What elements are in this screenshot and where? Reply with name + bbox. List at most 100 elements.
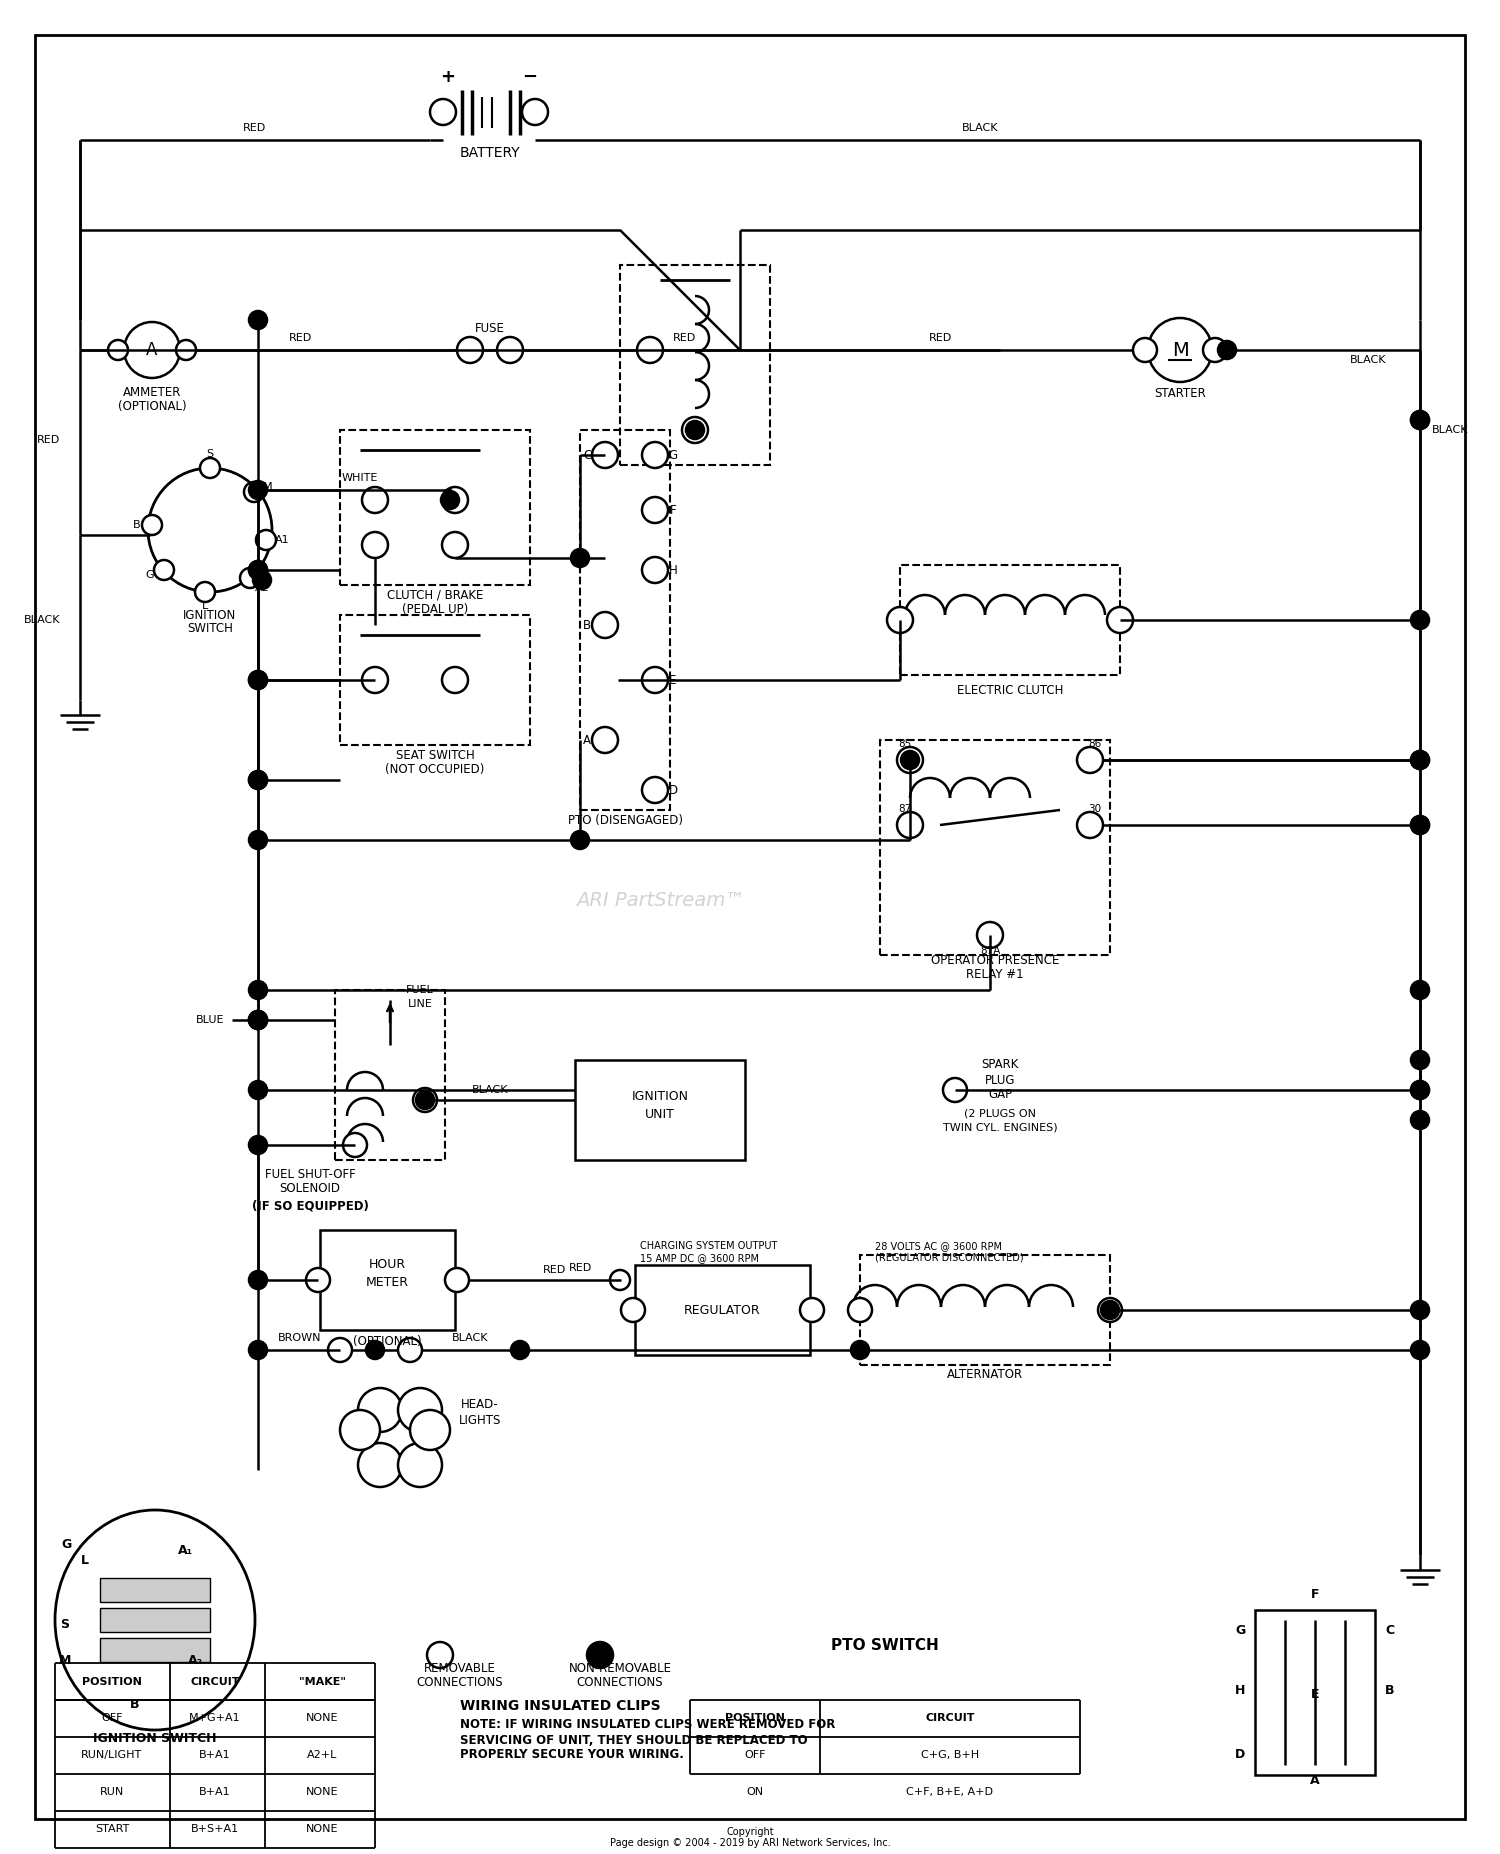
Text: ARI PartStream™: ARI PartStream™ — [576, 890, 744, 910]
Circle shape — [1412, 412, 1430, 428]
Text: PROPERLY SECURE YOUR WIRING.: PROPERLY SECURE YOUR WIRING. — [460, 1748, 684, 1761]
Text: BLUE: BLUE — [195, 1014, 225, 1025]
Bar — [1256, 1609, 1376, 1774]
Text: S: S — [207, 449, 213, 460]
Circle shape — [572, 549, 590, 567]
Text: H: H — [669, 564, 678, 577]
Circle shape — [1148, 319, 1212, 382]
Text: LIGHTS: LIGHTS — [459, 1413, 501, 1426]
Text: REMOVABLE: REMOVABLE — [424, 1661, 496, 1674]
Circle shape — [1132, 337, 1156, 362]
Circle shape — [1412, 1340, 1430, 1359]
Text: B+S+A1: B+S+A1 — [190, 1824, 238, 1834]
Circle shape — [430, 98, 456, 124]
Circle shape — [610, 1270, 630, 1290]
Text: RED: RED — [36, 436, 60, 445]
Circle shape — [522, 98, 548, 124]
Circle shape — [642, 441, 668, 467]
Text: FUSE: FUSE — [476, 321, 506, 334]
Circle shape — [512, 1340, 530, 1359]
Text: METER: METER — [366, 1276, 408, 1289]
Bar — [859, 1255, 1110, 1365]
Text: PLUG: PLUG — [984, 1073, 1016, 1086]
Circle shape — [1412, 816, 1430, 834]
Circle shape — [458, 337, 483, 363]
Circle shape — [1412, 816, 1430, 834]
Circle shape — [1412, 981, 1430, 999]
Text: NONE: NONE — [306, 1824, 339, 1834]
Circle shape — [366, 1340, 384, 1359]
Text: UNIT: UNIT — [645, 1107, 675, 1120]
Text: ON: ON — [747, 1787, 764, 1797]
Text: RED: RED — [674, 334, 696, 343]
Text: Copyright: Copyright — [726, 1826, 774, 1837]
Text: SERVICING OF UNIT, THEY SHOULD BE REPLACED TO: SERVICING OF UNIT, THEY SHOULD BE REPLAC… — [460, 1733, 807, 1746]
Circle shape — [362, 488, 388, 514]
Text: BATTERY: BATTERY — [459, 146, 520, 159]
Circle shape — [682, 417, 708, 443]
Circle shape — [592, 727, 618, 753]
Text: RED: RED — [288, 334, 312, 343]
Text: BROWN: BROWN — [279, 1333, 321, 1342]
Text: OPERATOR PRESENCE: OPERATOR PRESENCE — [932, 953, 1059, 966]
Text: G: G — [669, 449, 678, 462]
Text: A: A — [584, 734, 591, 747]
Circle shape — [572, 831, 590, 849]
Text: RED: RED — [243, 122, 267, 133]
Text: LINE: LINE — [408, 999, 432, 1009]
Circle shape — [1412, 1081, 1430, 1099]
Circle shape — [398, 1339, 422, 1363]
Circle shape — [642, 556, 668, 582]
Circle shape — [642, 777, 668, 803]
Circle shape — [249, 1010, 267, 1029]
Circle shape — [398, 1442, 442, 1487]
Text: A2+L: A2+L — [308, 1750, 338, 1759]
Bar — [900, 565, 1120, 675]
Text: A₁: A₁ — [177, 1544, 192, 1557]
Text: M: M — [58, 1654, 70, 1667]
Text: HEAD-: HEAD- — [460, 1398, 500, 1411]
Circle shape — [850, 1340, 868, 1359]
Text: L: L — [81, 1554, 88, 1567]
Circle shape — [446, 1268, 470, 1292]
Circle shape — [249, 562, 267, 578]
Text: FUEL SHUT-OFF: FUEL SHUT-OFF — [264, 1168, 356, 1181]
Circle shape — [1412, 751, 1430, 769]
Text: G: G — [1234, 1624, 1245, 1637]
Circle shape — [1412, 1051, 1430, 1070]
Circle shape — [358, 1389, 402, 1431]
Circle shape — [1203, 337, 1227, 362]
Text: BLACK: BLACK — [452, 1333, 489, 1342]
Text: RELAY #1: RELAY #1 — [966, 968, 1024, 981]
Circle shape — [897, 812, 922, 838]
Text: SWITCH: SWITCH — [188, 621, 232, 634]
Text: WHITE: WHITE — [342, 473, 378, 484]
Circle shape — [200, 458, 220, 478]
Circle shape — [1412, 1081, 1430, 1099]
Text: RUN/LIGHT: RUN/LIGHT — [81, 1750, 142, 1759]
Text: START: START — [94, 1824, 129, 1834]
Text: B: B — [1386, 1683, 1395, 1696]
Bar — [334, 990, 446, 1161]
Text: NOTE: IF WIRING INSULATED CLIPS WERE REMOVED FOR: NOTE: IF WIRING INSULATED CLIPS WERE REM… — [460, 1719, 836, 1732]
Circle shape — [249, 671, 267, 690]
Text: D: D — [669, 784, 678, 797]
Text: SEAT SWITCH: SEAT SWITCH — [396, 749, 474, 762]
Circle shape — [249, 1340, 267, 1359]
Text: NON-REMOVABLE: NON-REMOVABLE — [568, 1661, 672, 1674]
Circle shape — [1412, 1302, 1430, 1318]
Text: ELECTRIC CLUTCH: ELECTRIC CLUTCH — [957, 684, 1064, 697]
Text: BLACK: BLACK — [962, 122, 999, 133]
Text: PTO SWITCH: PTO SWITCH — [831, 1637, 939, 1652]
Text: E: E — [669, 673, 676, 686]
Bar — [634, 1264, 810, 1355]
Circle shape — [1412, 751, 1430, 769]
Text: NONE: NONE — [306, 1787, 339, 1797]
Circle shape — [254, 571, 272, 590]
Text: C: C — [584, 449, 591, 462]
Text: B+A1: B+A1 — [200, 1750, 231, 1759]
Text: FUEL: FUEL — [406, 984, 433, 996]
Ellipse shape — [56, 1509, 255, 1730]
Text: 85: 85 — [898, 740, 912, 749]
Text: C+G, B+H: C+G, B+H — [921, 1750, 980, 1759]
